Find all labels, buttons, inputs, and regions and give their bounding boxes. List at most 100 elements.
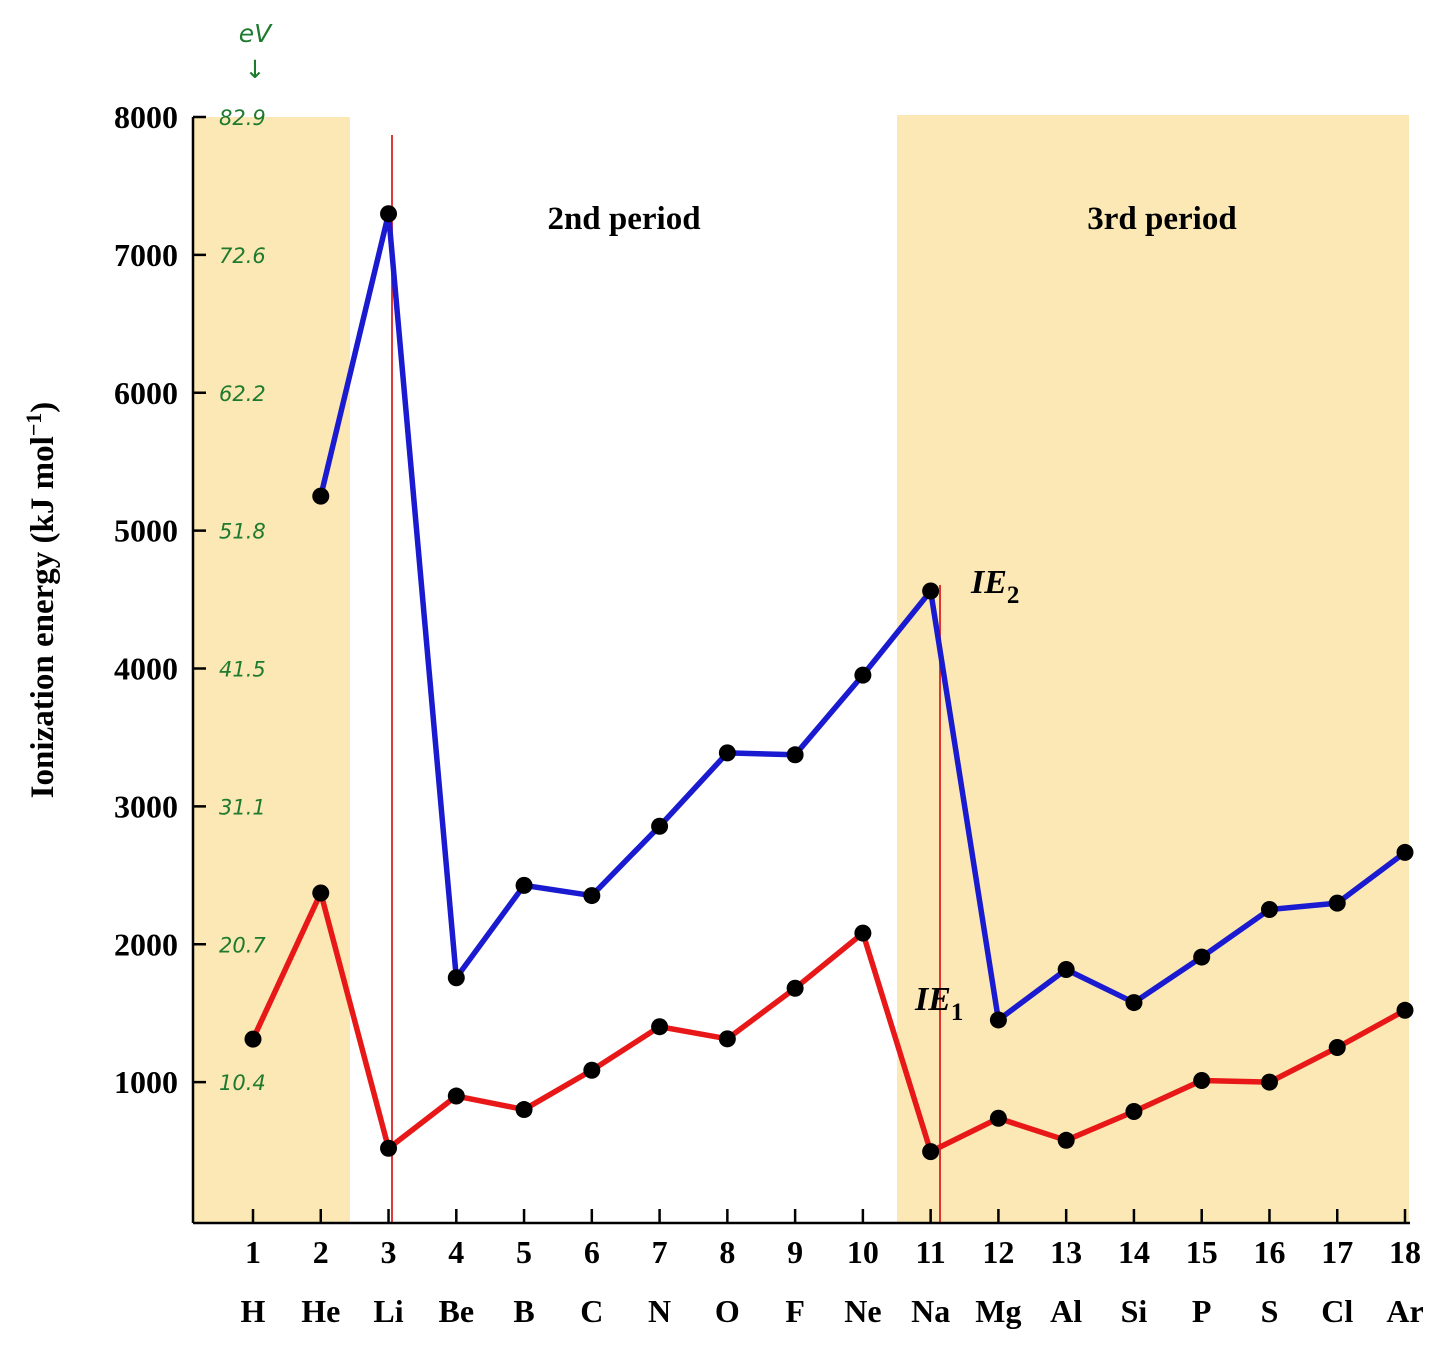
data-point-ie2 (922, 582, 940, 600)
data-point-ie1 (786, 979, 804, 997)
ev-tick-label: 20.7 (219, 933, 266, 957)
x-tick-number: 2 (313, 1234, 329, 1270)
y-tick-label: 4000 (114, 651, 178, 687)
ev-tick-label: 82.9 (219, 106, 266, 130)
data-point-ie1 (515, 1101, 533, 1119)
x-tick-element: Ne (844, 1293, 881, 1329)
data-point-ie2 (1193, 948, 1211, 966)
ie1-label-sub: 1 (951, 999, 964, 1026)
x-tick-number: 11 (916, 1234, 946, 1270)
y-axis-label-end: ) (25, 402, 61, 413)
ie2-label: IE2 (970, 564, 1019, 609)
data-point-ie1 (312, 884, 330, 902)
x-tick-element: Al (1050, 1293, 1082, 1329)
series-layer (244, 205, 1414, 1161)
data-point-ie1 (1193, 1071, 1211, 1089)
ev-tick-label: 51.8 (219, 520, 266, 544)
x-tick-number: 1 (245, 1234, 261, 1270)
x-tick-number: 17 (1321, 1234, 1353, 1270)
x-tick-element: Mg (975, 1293, 1021, 1329)
data-point-ie2 (447, 969, 465, 987)
x-tick-element: F (785, 1293, 805, 1329)
x-tick-number: 16 (1253, 1234, 1285, 1270)
data-point-ie1 (922, 1143, 940, 1161)
x-tick-element: Na (911, 1293, 950, 1329)
y-axis-label-text: Ionization energy (kJ mol (25, 436, 61, 798)
y-tick-label: 5000 (114, 513, 178, 549)
x-tick-element: Be (439, 1293, 475, 1329)
x-tick-number: 9 (787, 1234, 803, 1270)
x-tick-element: Ar (1386, 1293, 1423, 1329)
data-point-ie2 (854, 666, 872, 684)
x-tick-number: 7 (652, 1234, 668, 1270)
data-point-ie2 (1328, 894, 1346, 912)
x-tick-element: Li (373, 1293, 403, 1329)
data-point-ie1 (244, 1030, 262, 1048)
x-tick-element: O (715, 1293, 740, 1329)
data-point-ie2 (651, 817, 669, 835)
data-point-ie2 (515, 876, 533, 894)
ev-header: eV (239, 19, 273, 48)
data-point-ie2 (1057, 960, 1075, 978)
y-ticks: 1000 2000 3000 4000 5000 6000 7000 8000 (114, 99, 206, 1100)
data-point-ie2 (312, 487, 330, 505)
data-point-ie1 (651, 1018, 669, 1036)
data-point-ie2 (1396, 843, 1414, 861)
data-point-ie1 (447, 1087, 465, 1105)
y-tick-label: 3000 (114, 788, 178, 824)
data-point-ie2 (1125, 994, 1143, 1012)
x-tick-number: 12 (982, 1234, 1014, 1270)
ev-tick-label: 62.2 (219, 382, 266, 406)
period-3-band (897, 115, 1409, 1223)
x-tick-element: H (241, 1293, 266, 1329)
x-tick-number: 3 (381, 1234, 397, 1270)
x-tick-number: 14 (1118, 1234, 1150, 1270)
x-tick-number: 10 (847, 1234, 879, 1270)
data-point-ie1 (1260, 1073, 1278, 1091)
x-tick-element: P (1192, 1293, 1212, 1329)
x-ticks: 1 H 2 He 3 Li 4 Be 5 B 6 C 7 N 8 O 9 F 10 Ne 11 Na 12 Mg 13 Al 14 S… (241, 1209, 1424, 1329)
ie1-label: IE1 (914, 981, 963, 1026)
y-axis-label: Ionization energy (kJ mol−1) (21, 402, 61, 799)
x-tick-number: 4 (448, 1234, 464, 1270)
data-point-ie1 (583, 1061, 601, 1079)
ev-tick-label: 31.1 (219, 795, 266, 819)
data-point-ie2 (786, 746, 804, 764)
x-tick-element: B (513, 1293, 534, 1329)
data-point-ie1 (380, 1139, 398, 1157)
x-tick-element: Cl (1321, 1293, 1353, 1329)
data-point-ie2 (989, 1011, 1007, 1029)
data-point-ie2 (583, 887, 601, 905)
y-tick-label: 6000 (114, 375, 178, 411)
x-tick-number: 8 (719, 1234, 735, 1270)
x-tick-element: Si (1121, 1293, 1148, 1329)
y-tick-label: 2000 (114, 926, 178, 962)
ev-labels: 10.4 20.7 31.1 41.5 51.8 62.2 72.6 82.9 (219, 106, 266, 1095)
ie1-label-text: IE (914, 981, 951, 1018)
data-point-ie1 (1125, 1102, 1143, 1120)
period-label-2nd: 2nd period (547, 201, 700, 237)
period-1-band (193, 117, 350, 1223)
y-axis-label-sup: −1 (21, 413, 46, 437)
data-point-ie1 (854, 924, 872, 942)
y-tick-label: 1000 (114, 1064, 178, 1100)
ie2-label-sub: 2 (1007, 582, 1020, 609)
x-tick-number: 13 (1050, 1234, 1082, 1270)
data-point-ie2 (380, 205, 398, 223)
data-point-ie1 (1057, 1131, 1075, 1149)
ie2-label-text: IE (970, 564, 1007, 601)
period-label-3rd: 3rd period (1087, 201, 1236, 237)
ev-tick-label: 72.6 (219, 244, 266, 268)
data-point-ie2 (718, 744, 736, 762)
x-tick-element: N (648, 1293, 671, 1329)
x-tick-element: S (1261, 1293, 1279, 1329)
x-tick-element: He (301, 1293, 340, 1329)
x-tick-number: 6 (584, 1234, 600, 1270)
y-tick-label: 8000 (114, 99, 178, 135)
x-tick-number: 18 (1389, 1234, 1421, 1270)
data-point-ie2 (1260, 901, 1278, 919)
series-line-ie1 (250, 890, 1408, 1155)
x-tick-element: C (580, 1293, 603, 1329)
data-point-ie1 (989, 1109, 1007, 1127)
